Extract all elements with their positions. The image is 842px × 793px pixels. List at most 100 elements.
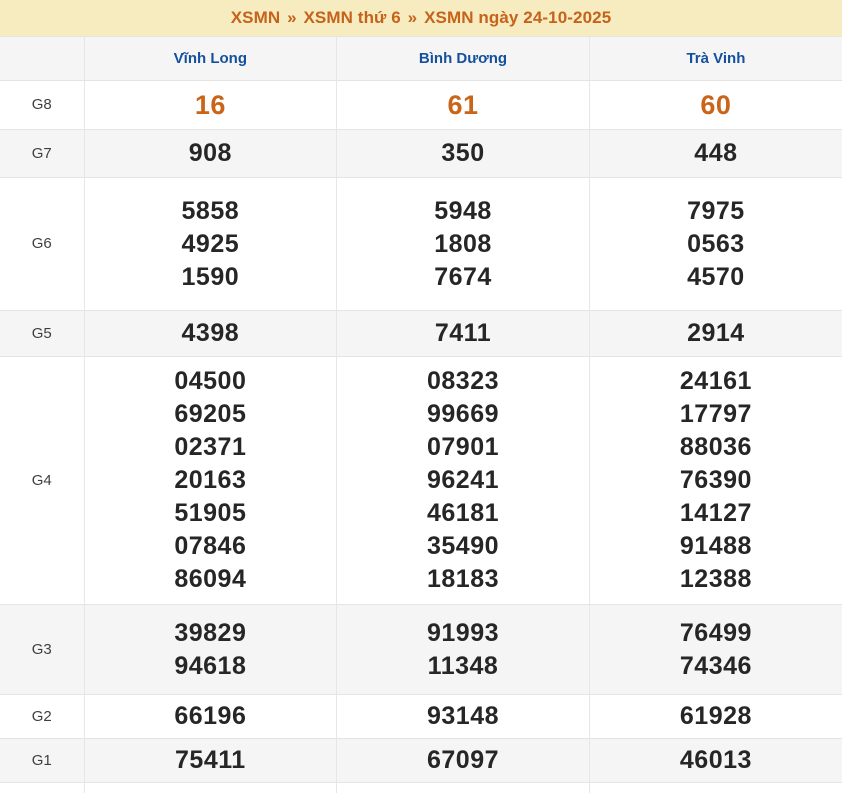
prize-number-cell: 67097 xyxy=(336,738,590,783)
province-name: Bình Dương xyxy=(418,49,508,67)
prize-number: 20163 xyxy=(174,466,247,494)
number-stack: 08323 99669 07901 96241 46181 35490 18183 xyxy=(337,365,589,596)
prize-label-cell: G2 xyxy=(0,694,85,739)
prize-number-cell: 7975 0563 4570 xyxy=(589,177,842,311)
table-row: G1 75411 67097 46013 xyxy=(0,738,842,783)
number-stack: 67097 xyxy=(337,744,589,777)
prize-number-cell: 66196 xyxy=(84,694,338,739)
number-stack: 5858 4925 1590 xyxy=(85,195,337,294)
prize-number-cell: 76499 74346 xyxy=(589,604,842,695)
breadcrumb-item-weekday[interactable]: XSMN thứ 6 xyxy=(303,8,401,27)
number-stack: 7411 xyxy=(337,317,589,350)
table-row: G2 66196 93148 61928 xyxy=(0,694,842,739)
number-stack: 7975 0563 4570 xyxy=(590,195,842,294)
number-stack: 39829 94618 xyxy=(85,617,337,683)
prize-label-cell: G4 xyxy=(0,356,85,605)
prize-label-cell: G3 xyxy=(0,604,85,695)
prize-number: 35490 xyxy=(426,532,500,560)
prize-number-cell: 39829 94618 xyxy=(84,604,338,695)
column-header-province-1[interactable]: Vĩnh Long xyxy=(84,36,338,81)
breadcrumb-item-region[interactable]: XSMN xyxy=(230,8,281,27)
prize-number: 350 xyxy=(441,139,485,167)
prize-label: G1 xyxy=(31,751,52,769)
prize-number: 7411 xyxy=(434,319,492,347)
prize-number: 24161 xyxy=(679,367,752,395)
prize-number-cell: 16 xyxy=(84,80,338,130)
prize-number: 14127 xyxy=(679,499,752,527)
prize-label: G3 xyxy=(31,640,52,658)
prize-number: 46013 xyxy=(679,746,752,774)
prize-number-cell: 24161 17797 88036 76390 14127 91488 12388 xyxy=(589,356,842,605)
number-stack: 04500 69205 02371 20163 51905 07846 86094 xyxy=(85,365,337,596)
table-head: Vĩnh Long Bình Dương Trà Vinh xyxy=(0,36,842,81)
number-stack: 93148 xyxy=(337,700,589,733)
table-row: G5 4398 7411 2914 xyxy=(0,310,842,357)
prize-number: 448 xyxy=(694,139,738,167)
prize-number: 61 xyxy=(447,89,479,120)
table-row: G8 16 61 60 xyxy=(0,80,842,130)
prize-number: 39829 xyxy=(174,618,247,647)
number-stack: 24161 17797 88036 76390 14127 91488 12388 xyxy=(590,365,842,596)
prize-number: 94618 xyxy=(174,651,247,680)
prize-number: 91993 xyxy=(426,618,500,647)
prize-number-cell: 5948 1808 7674 xyxy=(336,177,590,311)
number-stack: 16 xyxy=(85,88,337,123)
prize-number: 88036 xyxy=(679,433,752,461)
number-stack: 46013 xyxy=(590,744,842,777)
prize-number: 04500 xyxy=(174,367,247,395)
prize-number: 7674 xyxy=(434,262,492,291)
breadcrumb-item-date[interactable]: XSMN ngày 24-10-2025 xyxy=(424,8,612,27)
prize-number: 96241 xyxy=(426,466,500,494)
prize-number: 91488 xyxy=(679,532,752,560)
prize-number: 11348 xyxy=(427,651,499,680)
prize-number-cell: 7411 xyxy=(336,310,590,357)
prize-number: 17797 xyxy=(679,400,752,428)
table-row: G3 39829 94618 91993 11348 76499 74346 xyxy=(0,604,842,695)
number-stack: 60 xyxy=(590,88,842,123)
prize-label-cell: G1 xyxy=(0,738,85,783)
prize-number: 0563 xyxy=(687,229,745,258)
table-row: ĐB478354744050941913 xyxy=(0,782,842,793)
prize-number: 99669 xyxy=(426,400,500,428)
prize-number: 61928 xyxy=(679,702,752,730)
results-table: Vĩnh Long Bình Dương Trà Vinh G8 16 61 60 G7… xyxy=(0,36,842,793)
number-stack: 908 xyxy=(85,137,337,170)
prize-number: 1590 xyxy=(181,262,240,291)
prize-label: G5 xyxy=(31,324,52,342)
prize-number: 46181 xyxy=(426,499,500,527)
prize-label: G7 xyxy=(31,144,52,162)
number-stack: 448 xyxy=(590,137,842,170)
prize-number-cell: 75411 xyxy=(84,738,338,783)
prize-number: 908 xyxy=(188,139,232,167)
prize-number-cell: 04500 69205 02371 20163 51905 07846 86094 xyxy=(84,356,338,605)
prize-number: 16 xyxy=(194,89,226,120)
prize-number-cell: 93148 xyxy=(336,694,590,739)
number-stack: 350 xyxy=(337,137,589,170)
column-header-province-2[interactable]: Bình Dương xyxy=(336,36,590,81)
prize-number-cell: 2914 xyxy=(589,310,842,357)
table-row: G6 5858 4925 1590 5948 1808 7674 7975 0563 4570 xyxy=(0,177,842,311)
prize-number-cell: 448 xyxy=(589,129,842,178)
prize-number: 1808 xyxy=(434,229,492,258)
table-row: G4 04500 69205 02371 20163 51905 07846 86094 083… xyxy=(0,356,842,605)
breadcrumb-separator-icon: » xyxy=(287,8,297,27)
prize-label-cell: G6 xyxy=(0,177,85,311)
number-stack: 91993 11348 xyxy=(337,617,589,683)
column-header-province-3[interactable]: Trà Vinh xyxy=(589,36,842,81)
prize-number: 60 xyxy=(700,89,732,120)
prize-number: 74346 xyxy=(679,651,752,680)
prize-number: 4925 xyxy=(181,229,240,258)
table-header-row: Vĩnh Long Bình Dương Trà Vinh xyxy=(0,36,842,81)
prize-number-cell: 478354 xyxy=(84,782,338,793)
prize-number-cell: 4398 xyxy=(84,310,338,357)
prize-number-cell: 08323 99669 07901 96241 46181 35490 18183 xyxy=(336,356,590,605)
prize-number: 4398 xyxy=(181,319,240,347)
prize-number-cell: 91993 11348 xyxy=(336,604,590,695)
prize-label: G6 xyxy=(31,235,52,252)
prize-label-cell: ĐB xyxy=(0,782,85,793)
prize-number-cell: 908 xyxy=(84,129,338,178)
prize-number-cell: 941913 xyxy=(589,783,842,793)
prize-number: 12388 xyxy=(679,565,752,593)
prize-number: 66196 xyxy=(174,702,247,730)
prize-number-cell: 61928 xyxy=(589,694,842,739)
